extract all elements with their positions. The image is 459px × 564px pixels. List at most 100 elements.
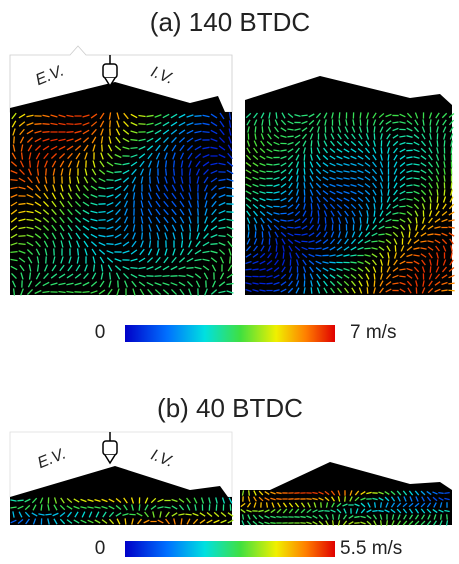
velocity-vector	[413, 171, 419, 172]
velocity-vector	[399, 276, 405, 277]
velocity-vector	[367, 119, 368, 125]
velocity-vector	[304, 154, 305, 160]
velocity-vector	[444, 189, 445, 195]
velocity-vector	[430, 266, 431, 272]
velocity-vector	[304, 168, 305, 174]
velocity-vector	[276, 517, 281, 518]
panel-title: (b) 40 BTDC	[157, 393, 303, 423]
velocity-vector	[437, 140, 438, 146]
velocity-vector	[375, 502, 376, 507]
velocity-vector	[437, 189, 438, 195]
velocity-vector	[308, 248, 314, 249]
velocity-vector	[381, 520, 382, 525]
velocity-vector	[14, 136, 15, 143]
velocity-vector	[226, 284, 233, 285]
velocity-vector	[186, 268, 193, 269]
velocity-vector	[142, 224, 143, 231]
velocity-vector	[166, 168, 167, 175]
velocity-vector	[444, 140, 445, 146]
velocity-vector	[110, 120, 111, 127]
velocity-vector	[360, 119, 361, 125]
velocity-vector	[22, 152, 23, 159]
velocity-vector	[210, 244, 217, 245]
velocity-vector	[130, 268, 137, 269]
velocity-vector	[315, 255, 321, 256]
velocity-vector	[154, 276, 161, 277]
velocity-vector	[18, 244, 25, 245]
velocity-vector	[190, 232, 191, 239]
velocity-vector	[78, 248, 79, 255]
velocity-vector	[371, 241, 377, 242]
velocity-vector	[194, 124, 201, 125]
piston-roof	[270, 462, 452, 490]
velocity-vector	[255, 126, 256, 132]
velocity-vector	[98, 212, 105, 213]
velocity-vector	[329, 262, 335, 263]
velocity-vector	[374, 126, 375, 132]
velocity-vector	[311, 287, 312, 293]
velocity-vector	[444, 154, 445, 160]
velocity-vector	[367, 126, 368, 132]
scale-min-label: 0	[95, 538, 106, 559]
velocity-vector	[66, 124, 73, 125]
velocity-vector	[374, 203, 375, 209]
velocity-vector	[130, 140, 137, 141]
figure: (a) 140 BTDC E.V. I.V. 0 7 m/s (b) 40 BT…	[0, 0, 459, 564]
velocity-vector	[42, 132, 49, 133]
panel-title: (a) 140 BTDC	[150, 7, 310, 37]
velocity-vector	[438, 493, 443, 494]
velocity-vector	[94, 264, 95, 271]
velocity-vector	[194, 116, 201, 117]
velocity-vector	[374, 210, 375, 216]
velocity-field	[245, 112, 452, 295]
velocity-vector	[367, 287, 368, 293]
velocity-vector	[226, 196, 233, 197]
velocity-vector	[30, 272, 31, 279]
velocity-vector	[249, 490, 250, 495]
velocity-vector	[129, 514, 135, 515]
velocity-vector	[41, 504, 42, 510]
scale-max-label: 5.5 m/s	[340, 538, 402, 559]
velocity-vector	[45, 514, 51, 515]
velocity-vector	[387, 520, 388, 525]
velocity-vector	[444, 493, 449, 494]
velocity-vector	[374, 133, 375, 139]
velocity-vector	[198, 184, 199, 191]
velocity-vector	[102, 144, 103, 151]
scale-min-label: 0	[95, 322, 106, 343]
velocity-vector	[139, 504, 140, 510]
color-scale	[125, 541, 335, 557]
velocity-vector	[54, 176, 55, 183]
velocity-vector	[230, 256, 231, 263]
velocity-vector	[276, 112, 277, 118]
velocity-vector	[114, 172, 121, 173]
velocity-vector	[266, 164, 272, 165]
velocity-vector	[142, 232, 143, 239]
velocity-vector	[300, 517, 305, 518]
velocity-vector	[360, 217, 361, 223]
velocity-vector	[451, 147, 452, 153]
velocity-vector	[150, 232, 151, 239]
velocity-vector	[174, 160, 175, 167]
velocity-vector	[46, 168, 47, 175]
velocity-vector	[406, 143, 412, 144]
velocity-vector	[18, 204, 25, 205]
velocity-vector	[339, 119, 340, 125]
velocity-vector	[276, 493, 281, 494]
velocity-vector	[166, 160, 167, 167]
velocity-vector	[367, 217, 368, 223]
velocity-vector	[259, 283, 265, 284]
velocity-vector	[287, 227, 293, 228]
velocity-vector	[304, 273, 305, 279]
velocity-vector	[333, 520, 334, 525]
velocity-vector	[360, 112, 361, 118]
velocity-vector	[287, 136, 293, 137]
velocity-vector	[381, 502, 382, 507]
velocity-vector	[30, 160, 31, 167]
velocity-vector	[434, 234, 440, 235]
velocity-vector	[138, 124, 145, 125]
velocity-field	[10, 497, 232, 525]
velocity-vector	[318, 210, 319, 216]
velocity-vector	[325, 217, 326, 223]
velocity-vector	[413, 255, 419, 256]
